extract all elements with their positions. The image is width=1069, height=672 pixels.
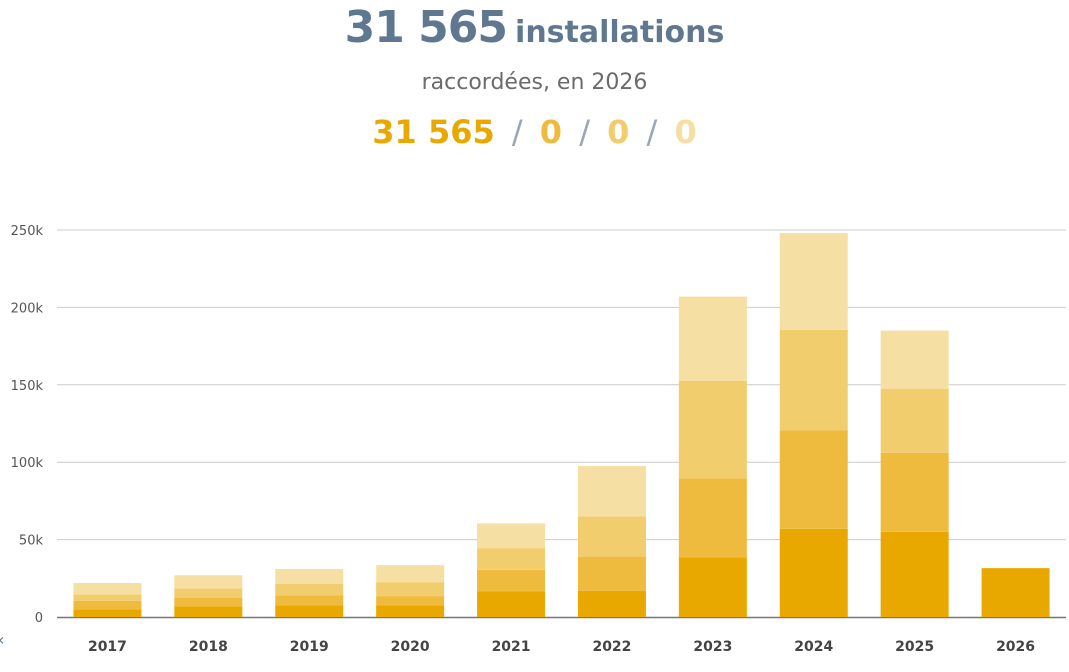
bar-segment bbox=[880, 531, 949, 617]
y-tick-label: 250k bbox=[11, 224, 44, 239]
headline: 31 565 installations bbox=[0, 2, 1069, 53]
x-tick-label: 2026 bbox=[996, 639, 1035, 655]
x-tick-label: 2017 bbox=[88, 639, 127, 655]
breakdown-values: 31 565 / 0 / 0 / 0 bbox=[0, 113, 1069, 151]
y-tick-label: 200k bbox=[11, 301, 44, 316]
bar-segment bbox=[275, 569, 344, 584]
y-tick-label: 150k bbox=[11, 379, 44, 394]
bar-segment bbox=[174, 606, 243, 617]
bar-segment bbox=[779, 430, 848, 529]
total-unit: installations bbox=[515, 15, 725, 50]
breakdown-separator: / bbox=[511, 113, 523, 151]
bar-segment bbox=[779, 528, 848, 617]
breakdown-value-1: 31 565 bbox=[372, 113, 495, 151]
x-tick-label: 2021 bbox=[492, 639, 531, 655]
bar-segment bbox=[174, 575, 243, 589]
bar-segment bbox=[477, 591, 546, 617]
bar-segment bbox=[73, 609, 142, 617]
subtitle: raccordées, en 2026 bbox=[421, 70, 648, 95]
y-tick-label: 50k bbox=[19, 534, 44, 549]
bar-segment bbox=[275, 605, 344, 617]
bar-segment bbox=[174, 597, 243, 607]
bar-segment bbox=[275, 595, 344, 606]
y-tick-label: 0 bbox=[35, 611, 43, 626]
bar-segment bbox=[376, 582, 445, 597]
bar-segment bbox=[678, 478, 747, 558]
bar-segment bbox=[577, 466, 646, 517]
bar-segment bbox=[376, 565, 445, 583]
x-tick-label: 2020 bbox=[391, 639, 430, 655]
bar-segment bbox=[275, 583, 344, 596]
bar-segment bbox=[577, 516, 646, 557]
bar-segment bbox=[73, 600, 142, 610]
breakdown-value-4: 0 bbox=[674, 113, 697, 151]
bar-segment bbox=[477, 548, 546, 570]
x-tick-label: 2024 bbox=[794, 639, 833, 655]
x-tick-label: 2022 bbox=[592, 639, 631, 655]
breakdown-value-3: 0 bbox=[607, 113, 630, 151]
chevron-left-icon[interactable]: ‹ bbox=[0, 630, 4, 649]
breakdown-separator: / bbox=[579, 113, 590, 151]
bar-segment bbox=[678, 296, 747, 381]
bar-segment bbox=[880, 388, 949, 453]
bar-segment bbox=[477, 523, 546, 549]
bar-segment bbox=[73, 582, 142, 595]
breakdown-value-2: 0 bbox=[539, 113, 563, 151]
bar-segment bbox=[73, 594, 142, 601]
x-tick-label: 2025 bbox=[895, 639, 934, 655]
bar-segment bbox=[678, 557, 747, 617]
bar-segment bbox=[376, 605, 445, 617]
x-tick-label: 2019 bbox=[290, 639, 329, 655]
total-count: 31 565 bbox=[344, 2, 508, 53]
bar-segment bbox=[174, 588, 243, 598]
bar-segment bbox=[880, 452, 949, 532]
bar-segment bbox=[477, 569, 546, 592]
bar-segment bbox=[577, 590, 646, 617]
breakdown-separator: / bbox=[646, 113, 658, 151]
x-tick-label: 2023 bbox=[693, 639, 732, 655]
bar-segment bbox=[779, 329, 848, 431]
bar-segment bbox=[577, 556, 646, 591]
x-tick-label: 2018 bbox=[189, 639, 228, 655]
bar-segment bbox=[779, 233, 848, 330]
bar-segment bbox=[981, 568, 1050, 617]
y-tick-label: 100k bbox=[11, 456, 44, 471]
bar-segment bbox=[880, 330, 949, 389]
bar-segment bbox=[376, 596, 445, 606]
bar-segment bbox=[678, 380, 747, 479]
